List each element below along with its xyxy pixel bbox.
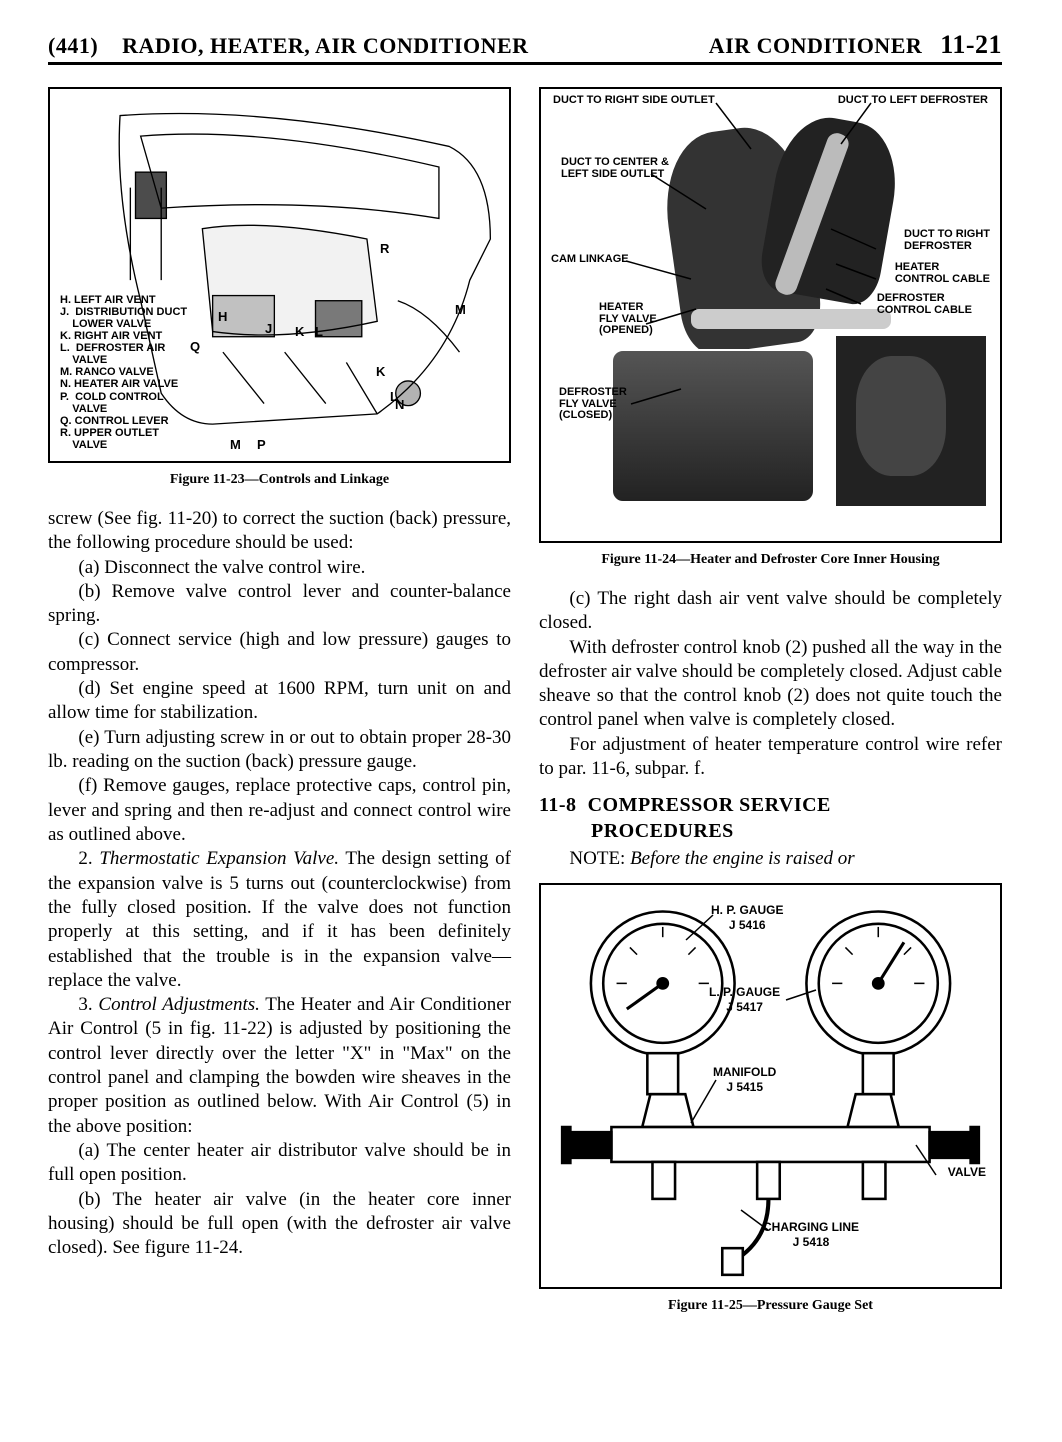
section-heading: 11-8 COMPRESSOR SERVICE PROCEDURES [539, 793, 1002, 844]
fig23-caption: Figure 11-23—Controls and Linkage [48, 471, 511, 489]
fig23-letter-P: P [257, 437, 266, 454]
note-label: NOTE: [569, 848, 625, 869]
figure-11-25: H. P. GAUGE J 5416 L. P. GAUGE J 5417 MA… [539, 883, 1002, 1289]
fig23-key-line: VALVE [60, 439, 187, 451]
body-text: For adjustment of heater temperature con… [539, 733, 1002, 782]
fig23-letter-K2: K [376, 364, 385, 381]
body-text: 3. Control Adjustments. The Heater and A… [48, 993, 511, 1139]
figure-11-23: H J K L M N P Q R M K L H. LEFT AIR VENT… [48, 87, 511, 463]
body-text: With defroster control knob (2) pushed a… [539, 636, 1002, 733]
header-left: (441) RADIO, HEATER, AIR CONDITIONER [48, 33, 529, 59]
body-text: (c) Connect service (high and low pressu… [48, 628, 511, 677]
figure-11-24: DUCT TO RIGHT SIDE OUTLET DUCT TO LEFT D… [539, 87, 1002, 543]
fig23-letter-H: H [218, 309, 227, 326]
fig23-key-line: L. DEFROSTER AIR [60, 342, 187, 354]
body-text: screw (See fig. 11-20) to correct the su… [48, 507, 511, 556]
page-code: 11-21 [940, 30, 1002, 59]
page-header: (441) RADIO, HEATER, AIR CONDITIONER AIR… [48, 30, 1002, 65]
fig23-key-line: N. HEATER AIR VALVE [60, 378, 187, 390]
fig23-letter-R: R [380, 241, 389, 258]
fig24-caption: Figure 11-24—Heater and Defroster Core I… [539, 551, 1002, 569]
body-text-italic: Thermostatic Expansion Valve. [99, 848, 339, 869]
fig23-key-line: VALVE [60, 403, 187, 415]
right-column: DUCT TO RIGHT SIDE OUTLET DUCT TO LEFT D… [539, 87, 1002, 1315]
body-text: (f) Remove gauges, replace protective ca… [48, 774, 511, 847]
body-text-num: 3. [78, 994, 98, 1015]
fig23-key-line: R. UPPER OUTLET [60, 427, 187, 439]
page: (441) RADIO, HEATER, AIR CONDITIONER AIR… [0, 0, 1062, 1345]
header-right: AIR CONDITIONER 11-21 [709, 30, 1002, 60]
fig23-key-line: P. COLD CONTROL [60, 391, 187, 403]
body-text: (a) The center heater air distributor va… [48, 1139, 511, 1188]
body-text: 2. Thermostatic Expansion Valve. The des… [48, 847, 511, 993]
section-title-a: COMPRESSOR SERVICE [588, 794, 831, 816]
fig23-key-line: VALVE [60, 354, 187, 366]
fig23-letter-J: J [265, 321, 272, 338]
section-title-right: AIR CONDITIONER [709, 33, 922, 58]
section-number: 11-8 [539, 794, 577, 816]
fig23-letter-Q: Q [190, 339, 200, 356]
body-text: (b) Remove valve control lever and count… [48, 580, 511, 629]
page-ref: (441) [48, 33, 98, 58]
body-text-italic: Control Adjustments. [98, 994, 259, 1015]
fig23-letter-K: K [295, 324, 304, 341]
fig23-key-line: LOWER VALVE [60, 318, 187, 330]
body-text: (d) Set engine speed at 1600 RPM, turn u… [48, 677, 511, 726]
fig23-key-line: K. RIGHT AIR VENT [60, 330, 187, 342]
fig24-leaders [541, 89, 1000, 541]
section-title-b: PROCEDURES [591, 819, 1002, 845]
note-text: Before the engine is raised or [630, 848, 855, 869]
fig25-caption: Figure 11-25—Pressure Gauge Set [539, 1297, 1002, 1315]
fig23-key-line: Q. CONTROL LEVER [60, 415, 187, 427]
fig23-letter-L2: L [390, 389, 398, 406]
body-text: (e) Turn adjusting screw in or out to ob… [48, 726, 511, 775]
fig23-key-line: M. RANCO VALVE [60, 366, 187, 378]
section-title-left: RADIO, HEATER, AIR CONDITIONER [122, 33, 528, 58]
left-column: H J K L M N P Q R M K L H. LEFT AIR VENT… [48, 87, 511, 1315]
fig25-leaders [541, 885, 1000, 1287]
body-text: (b) The heater air valve (in the heater … [48, 1188, 511, 1261]
fig23-key: H. LEFT AIR VENT J. DISTRIBUTION DUCT LO… [60, 294, 187, 451]
fig23-letter-L: L [315, 324, 323, 341]
body-text-rest: The Heater and Air Conditioner Air Contr… [48, 994, 511, 1137]
two-column-layout: H J K L M N P Q R M K L H. LEFT AIR VENT… [48, 87, 1002, 1315]
fig23-letter-M: M [455, 302, 466, 319]
body-text-num: 2. [78, 848, 99, 869]
fig23-key-line: H. LEFT AIR VENT [60, 294, 187, 306]
body-text-rest: The design setting of the expansion valv… [48, 848, 511, 991]
body-text: (c) The right dash air vent valve should… [539, 587, 1002, 636]
fig23-key-line: J. DISTRIBUTION DUCT [60, 306, 187, 318]
note-line: NOTE: Before the engine is raised or [539, 847, 1002, 871]
fig23-letter-M2: M [230, 437, 241, 454]
body-text: (a) Disconnect the valve control wire. [48, 556, 511, 580]
